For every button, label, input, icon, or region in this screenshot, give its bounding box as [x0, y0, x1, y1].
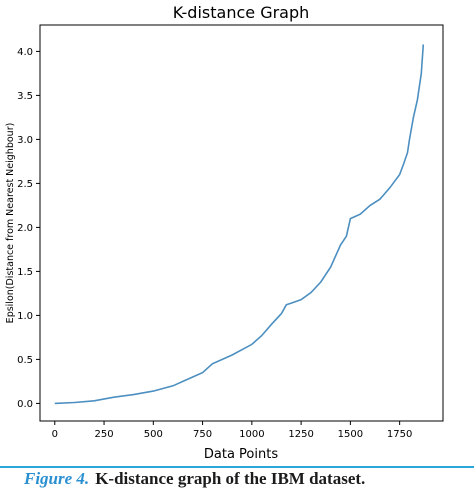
y-axis-label: Epsilon(Distance from Nearest Neighbour) — [5, 123, 16, 324]
figure-label: Figure 4. — [24, 469, 90, 488]
x-tick-label: 500 — [144, 429, 163, 440]
x-axis-ticks: 0 250 500 750 1000 1250 1500 1750 — [52, 421, 412, 440]
y-tick-label: 0.0 — [17, 399, 33, 410]
y-tick-label: 0.5 — [17, 355, 33, 366]
series-line — [54, 44, 425, 405]
chart-title: K-distance Graph — [173, 3, 310, 22]
y-tick-label: 3.5 — [17, 91, 33, 102]
y-tick-label: 2.0 — [17, 223, 33, 234]
y-tick-label: 3.0 — [17, 135, 33, 146]
y-axis-ticks: 0.0 0.5 1.0 1.5 2.0 2.5 3.0 3.5 4.0 — [17, 47, 40, 410]
x-tick-label: 1500 — [338, 429, 363, 440]
x-tick-label: 250 — [94, 429, 113, 440]
caption-area — [0, 466, 474, 491]
x-tick-label: 750 — [193, 429, 212, 440]
figure-caption: Figure 4. K-distance graph of the IBM dat… — [24, 469, 365, 489]
y-tick-label: 2.5 — [17, 179, 33, 190]
y-tick-label: 1.0 — [17, 311, 33, 322]
figure-caption-text: K-distance graph of the IBM dataset. — [95, 469, 366, 488]
x-axis-label: Data Points — [204, 447, 278, 462]
x-tick-label: 1000 — [239, 429, 264, 440]
x-tick-label: 1750 — [387, 429, 412, 440]
caption-divider — [0, 466, 474, 468]
x-tick-label: 1250 — [288, 429, 313, 440]
plot-area — [39, 24, 444, 422]
x-tick-label: 0 — [52, 429, 58, 440]
y-tick-label: 1.5 — [17, 267, 33, 278]
y-tick-label: 4.0 — [17, 47, 33, 58]
